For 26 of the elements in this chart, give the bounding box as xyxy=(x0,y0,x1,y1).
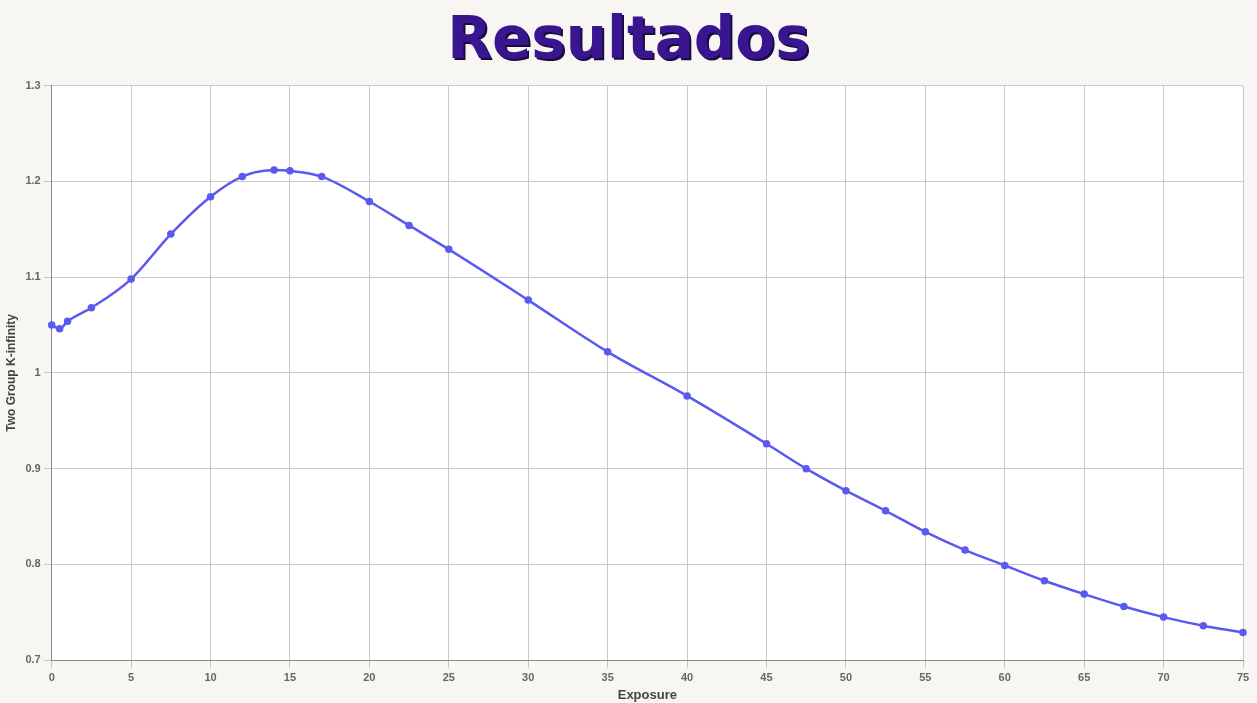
x-tick-label: 10 xyxy=(204,670,217,683)
x-tick-label: 55 xyxy=(919,670,932,683)
x-tick-label: 30 xyxy=(522,670,535,683)
chart-title: Resultados xyxy=(446,3,811,74)
x-tick-label: 15 xyxy=(283,670,297,683)
x-tick-label: 20 xyxy=(363,670,376,683)
x-tick-label: 60 xyxy=(998,670,1011,683)
y-tick-label: 1.2 xyxy=(25,174,41,187)
y-tick-label: 0.7 xyxy=(25,653,41,666)
x-tick-label: 25 xyxy=(442,670,455,683)
x-tick-label: 5 xyxy=(128,670,135,683)
y-tick-label: 0.8 xyxy=(25,557,41,570)
x-tick-label: 0 xyxy=(48,670,55,683)
y-tick-label: 0.9 xyxy=(25,461,41,474)
x-tick-label: 40 xyxy=(680,670,694,683)
x-tick-label: 65 xyxy=(1078,670,1091,683)
y-tick-label: 1.3 xyxy=(25,78,41,91)
x-tick-label: 70 xyxy=(1157,670,1170,683)
x-axis-title: Exposure xyxy=(617,686,677,702)
x-tick-label: 35 xyxy=(601,670,614,683)
x-tick-label: 75 xyxy=(1236,670,1250,683)
y-tick-label: 1 xyxy=(34,365,41,378)
y-tick-label: 1.1 xyxy=(25,270,41,283)
x-tick-label: 50 xyxy=(839,670,853,683)
y-axis-title: Two Group K-infinity xyxy=(3,313,18,432)
x-tick-label: 45 xyxy=(760,670,773,683)
